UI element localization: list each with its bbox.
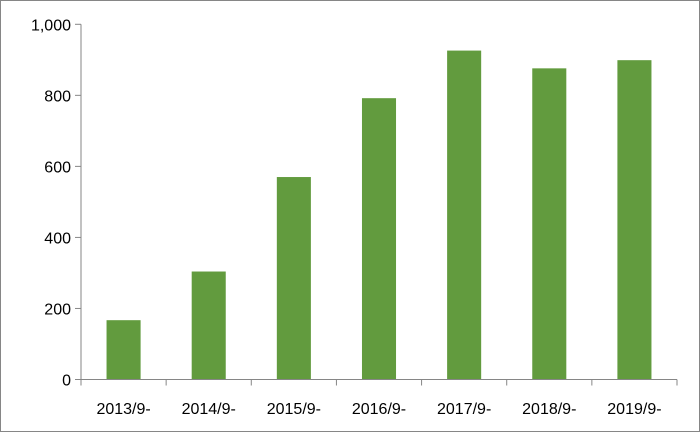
x-tick-label: 2017/9- [437, 401, 491, 418]
x-tick-label: 2013/9- [96, 401, 150, 418]
x-tick-label: 2016/9- [352, 401, 406, 418]
bar-2019/9- [617, 60, 652, 380]
bar-2013/9- [106, 320, 141, 380]
y-tick-label: 800 [44, 88, 71, 105]
bar-2017/9- [447, 50, 482, 380]
bar-2014/9- [191, 271, 226, 380]
x-tick-label: 2015/9- [267, 401, 321, 418]
bar-2016/9- [361, 98, 397, 380]
y-tick-label: 200 [44, 301, 71, 318]
y-tick-label: 600 [44, 159, 71, 176]
y-tick-label: 400 [44, 230, 71, 247]
x-tick-label: 2018/9- [522, 401, 576, 418]
bar-2015/9- [276, 177, 311, 380]
y-tick-label: 1,000 [31, 17, 71, 34]
y-tick-label: 0 [62, 373, 71, 390]
x-tick-label: 2019/9- [607, 401, 661, 418]
bar-2018/9- [532, 68, 567, 380]
x-tick-label: 2014/9- [182, 401, 236, 418]
